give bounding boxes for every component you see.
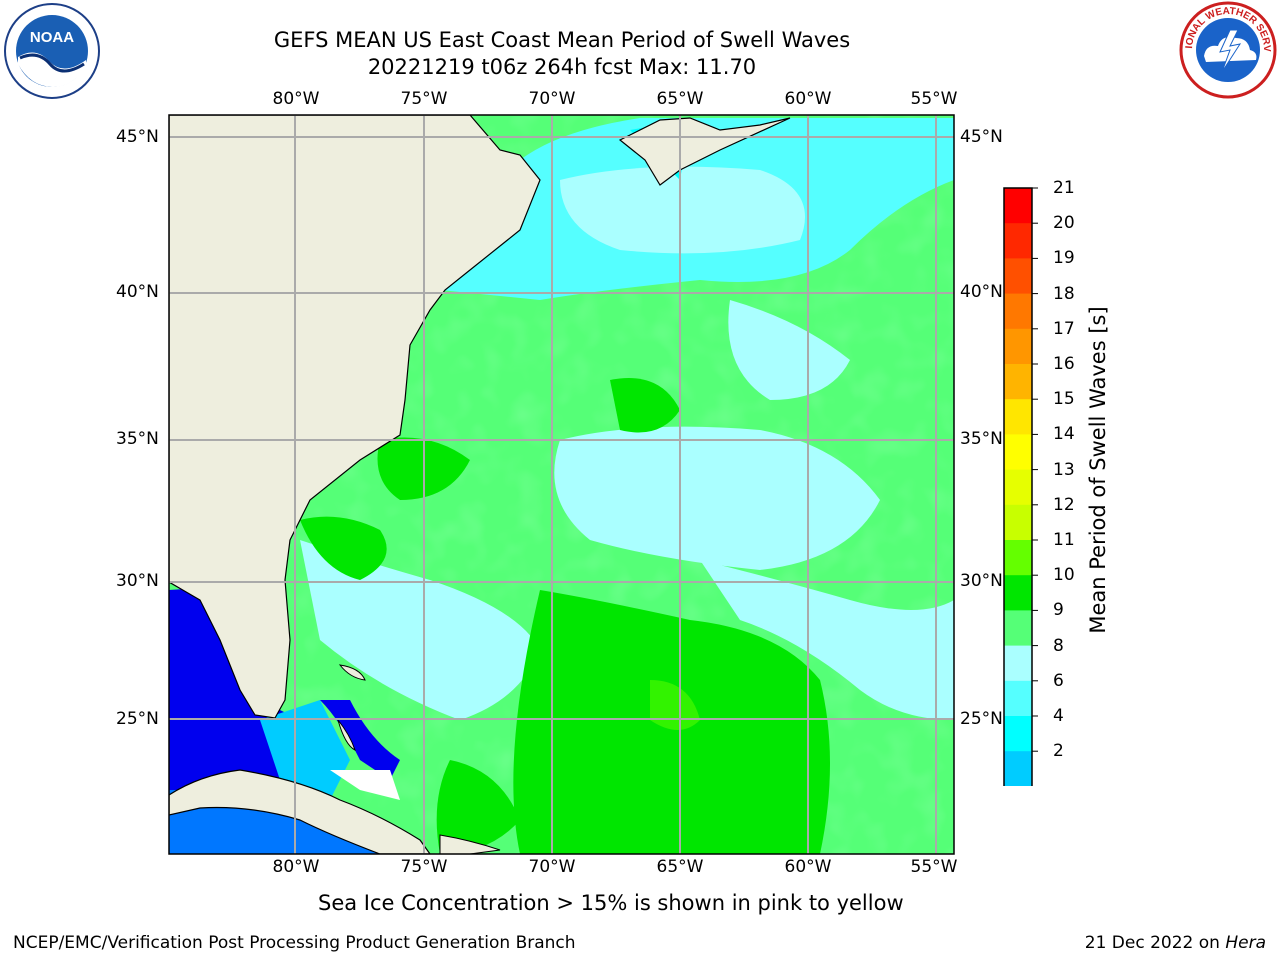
colorbar-tick-label: 10 [1053,565,1075,586]
colorbar-tick-label: 12 [1053,494,1075,515]
colorbar-segment [1004,716,1032,752]
lon-label-bottom: 80°W [272,857,320,877]
colorbar-tick-label: 20 [1053,213,1075,234]
us-east-coast-land [169,115,541,719]
colorbar-segment [1004,680,1032,717]
lon-label-top: 65°W [656,89,704,109]
lon-label-bottom: 65°W [656,857,704,877]
lat-label-right: 30°N [960,571,1003,591]
colorbar-tick-label: 9 [1053,600,1064,621]
lat-label-left: 40°N [116,282,159,302]
lon-label-bottom: 70°W [528,857,576,877]
colorbar-segment [1004,540,1032,576]
colorbar-segment [1004,610,1032,647]
lon-label-top: 55°W [910,89,958,109]
colorbar-segment [1004,434,1032,471]
colorbar-segment [1004,223,1032,259]
lon-label-bottom: 55°W [910,857,958,877]
colorbar-segment [1004,645,1032,682]
lon-label-top: 60°W [784,89,832,109]
colorbar-tick-label: 11 [1053,530,1075,550]
lon-label-top: 70°W [528,89,576,109]
colorbar-tick-label: 8 [1053,635,1064,656]
colorbar-segment [1004,188,1032,224]
cuba-land [169,769,431,854]
colorbar-segment [1004,293,1032,330]
chart-title: GEFS MEAN US East Coast Mean Period of S… [273,28,851,52]
chart-subtitle: 20221219 t06z 264h fcst Max: 11.70 [367,55,757,79]
sea-ice-note: Sea Ice Concentration > 15% is shown in … [318,891,904,915]
colorbar-segment [1004,504,1032,541]
colorbar-segment [1004,258,1032,295]
lat-label-left: 25°N [116,709,159,729]
nws-logo: NATIONAL WEATHER SERVICE [1178,0,1277,99]
colorbar-segment [1004,575,1032,611]
colorbar-segment [1004,751,1032,786]
colorbar-tick-label: 2 [1053,741,1064,762]
lat-label-right: 40°N [960,282,1003,302]
lat-label-left: 30°N [116,571,159,591]
host-name: Hera [1225,933,1266,953]
lon-label-top: 80°W [272,89,320,109]
colorbar-tick-label: 17 [1053,318,1075,339]
colorbar-tick-label: 21 [1053,178,1075,198]
lat-label-left: 35°N [116,429,159,449]
colorbar-segment [1004,328,1032,365]
lon-label-bottom: 75°W [400,857,448,877]
colorbar-segment [1004,469,1032,506]
lat-label-right: 35°N [960,429,1003,449]
lat-label-left: 45°N [116,127,159,147]
colorbar [1003,187,1038,786]
date-stamp: 21 Dec 2022 on Hera [1085,933,1266,953]
colorbar-tick-label: 14 [1053,424,1075,445]
colorbar-tick-label: 18 [1053,283,1075,304]
noaa-logo-text: NOAA [30,29,74,46]
lat-label-right: 25°N [960,709,1003,729]
colorbar-segment [1004,399,1032,435]
noaa-logo: NOAA [4,3,100,99]
colorbar-tick-label: 13 [1053,459,1075,480]
colorbar-segment [1004,364,1032,400]
colorbar-title: Mean Period of Swell Waves [s] [1086,306,1110,634]
colorbar-tick-label: 15 [1053,389,1075,410]
colorbar-tick-label: 6 [1053,670,1064,691]
colorbar-tick-label: 16 [1053,354,1075,374]
lat-label-right: 45°N [960,127,1003,147]
lon-label-bottom: 60°W [784,857,832,877]
credit-text: NCEP/EMC/Verification Post Processing Pr… [13,933,576,953]
date-text: 21 Dec 2022 on [1084,933,1226,953]
colorbar-tick-label: 19 [1053,248,1075,269]
map-frame [168,114,955,855]
colorbar-tick-label: 4 [1053,706,1064,726]
lon-label-top: 75°W [400,89,448,109]
